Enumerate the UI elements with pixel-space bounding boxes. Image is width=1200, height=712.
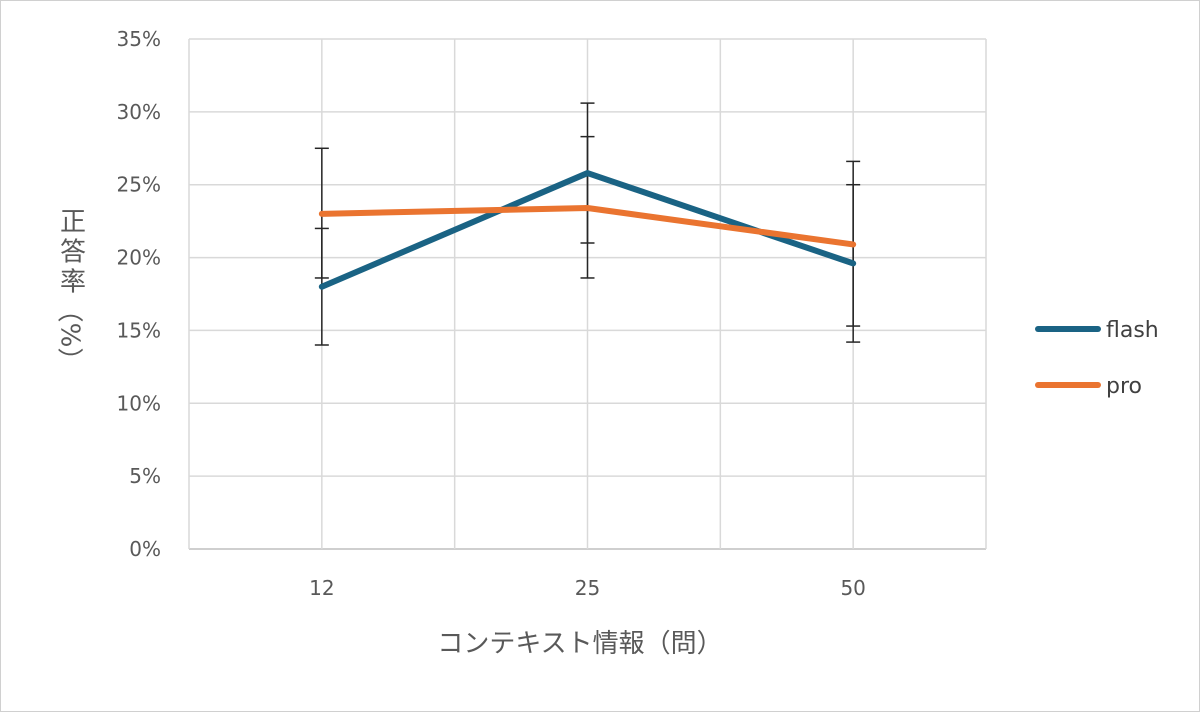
legend-label-pro: pro [1106,374,1142,399]
legend-label-flash: flash [1106,318,1159,343]
x-axis-title: コンテキスト情報（問） [437,629,722,659]
y-tick-label: 5% [129,464,161,488]
y-tick-label: 15% [117,318,161,342]
x-tick-label: 12 [309,576,334,600]
y-tick-label: 20% [117,246,161,270]
y-tick-label: 30% [117,100,161,124]
series-lines [318,170,857,290]
y-axis-title-char: 答 [60,238,86,268]
legend: flash pro [1035,318,1159,399]
y-axis-title-char: 率 [60,268,86,298]
y-axis-title: 正答率（%） [58,208,88,374]
y-axis-title-unit: （%） [58,297,88,374]
x-axis-ticks: 12 25 50 [309,576,866,600]
series-line-pro [318,205,857,248]
y-tick-label: 10% [117,391,161,415]
y-axis-title-char: 正 [60,208,86,238]
y-tick-label: 25% [117,173,161,197]
y-tick-label: 35% [117,27,161,51]
x-tick-label: 50 [840,576,865,600]
y-tick-label: 0% [129,537,161,561]
x-tick-label: 25 [575,576,600,600]
y-axis-ticks: 0% 5% 10% 15% 20% 25% 30% 35% [117,27,161,561]
